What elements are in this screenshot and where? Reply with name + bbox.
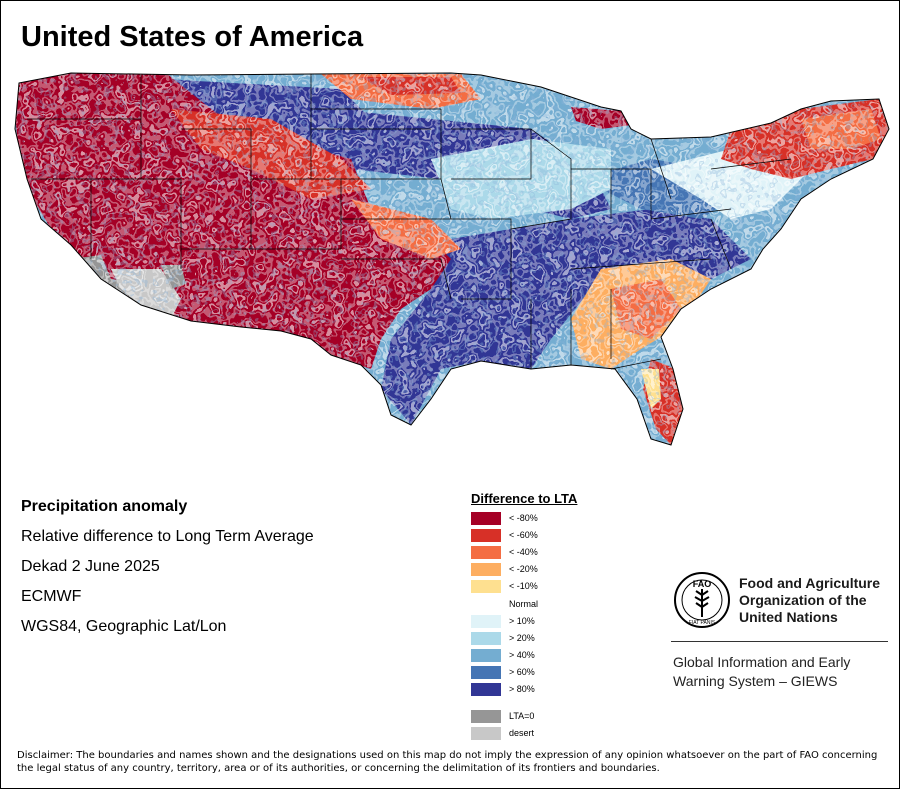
divider bbox=[671, 641, 888, 642]
info-description: Relative difference to Long Term Average bbox=[21, 528, 314, 545]
map-title: United States of America bbox=[21, 21, 364, 53]
fao-logo-motto: FIAT PANIS bbox=[689, 620, 716, 626]
legend-item: < -40% bbox=[471, 546, 621, 560]
legend-label: > 60% bbox=[509, 667, 535, 677]
legend-swatch bbox=[471, 546, 501, 559]
legend-label: > 20% bbox=[509, 633, 535, 643]
precipitation-anomaly-map bbox=[14, 72, 890, 446]
legend-label: < -60% bbox=[509, 530, 538, 540]
info-period: Dekad 2 June 2025 bbox=[21, 558, 160, 575]
fao-name: Food and Agriculture Organization of the… bbox=[739, 575, 881, 625]
legend-item: < -80% bbox=[471, 512, 621, 526]
legend-swatch bbox=[471, 649, 501, 662]
legend: Difference to LTA bbox=[471, 491, 621, 511]
legend-swatch bbox=[471, 666, 501, 679]
legend-label: Normal bbox=[509, 599, 539, 609]
legend-label: < -20% bbox=[509, 564, 538, 574]
legend-label: < -40% bbox=[509, 547, 538, 557]
legend-item: < -10% bbox=[471, 580, 621, 594]
map-info: Precipitation anomaly Relative differenc… bbox=[21, 497, 314, 647]
legend-item: > 10% bbox=[471, 615, 621, 629]
legend-label: > 10% bbox=[509, 616, 535, 626]
fao-logo-letters: FAO bbox=[693, 579, 712, 589]
legend-swatch bbox=[471, 615, 501, 628]
legend-swatch bbox=[471, 683, 501, 696]
state-borders bbox=[14, 72, 890, 446]
legend-label: desert bbox=[509, 728, 535, 738]
legend-swatch bbox=[471, 632, 501, 645]
legend-item: > 40% bbox=[471, 649, 621, 663]
legend-label: < -80% bbox=[509, 513, 538, 523]
legend-item: LTA=0 bbox=[471, 710, 621, 724]
giews-name: Global Information and Early Warning Sys… bbox=[673, 654, 851, 689]
fao-logo-icon: FAO FIAT PANIS bbox=[674, 572, 730, 628]
legend-label: < -10% bbox=[509, 581, 538, 591]
legend-item: > 80% bbox=[471, 683, 621, 697]
legend-swatch bbox=[471, 580, 501, 593]
info-heading: Precipitation anomaly bbox=[21, 498, 188, 515]
legend-item: Normal bbox=[471, 598, 621, 612]
legend-swatch bbox=[471, 512, 501, 525]
legend-title: Difference to LTA bbox=[471, 491, 578, 506]
info-projection: WGS84, Geographic Lat/Lon bbox=[21, 618, 227, 635]
legend-item: desert bbox=[471, 727, 621, 741]
legend-swatch bbox=[471, 563, 501, 576]
anomaly-raster bbox=[15, 73, 889, 445]
legend-label: > 80% bbox=[509, 684, 535, 694]
legend-swatch bbox=[471, 727, 501, 740]
legend-label: LTA=0 bbox=[509, 711, 535, 721]
info-source: ECMWF bbox=[21, 588, 82, 605]
legend-swatch bbox=[471, 710, 501, 723]
legend-item: < -20% bbox=[471, 563, 621, 577]
disclaimer: Disclaimer: The boundaries and names sho… bbox=[17, 750, 878, 774]
legend-swatch bbox=[471, 529, 501, 542]
legend-label: > 40% bbox=[509, 650, 535, 660]
legend-item: < -60% bbox=[471, 529, 621, 543]
legend-item: > 60% bbox=[471, 666, 621, 680]
legend-item: > 20% bbox=[471, 632, 621, 646]
